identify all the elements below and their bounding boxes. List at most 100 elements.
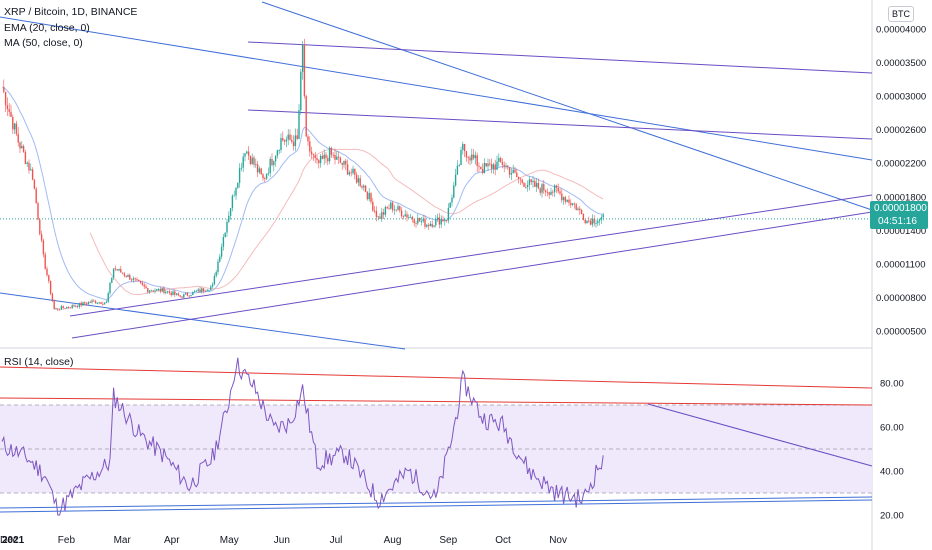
bar-countdown: 04:51:16 (878, 216, 917, 227)
candle-body (204, 291, 207, 292)
candle-body (573, 203, 576, 205)
candle-body (246, 151, 248, 154)
candle-body (598, 219, 601, 221)
rsi-resistance-red-2[interactable] (0, 397, 873, 406)
candle-body (141, 282, 144, 285)
candle-body (159, 288, 162, 292)
candle-body (442, 219, 444, 222)
candle-body (431, 223, 433, 227)
candle-body (316, 157, 318, 161)
trendline-support-1[interactable] (69, 194, 873, 317)
ma-50-line (89, 148, 604, 296)
candle-body (408, 217, 410, 218)
candle-body (24, 152, 27, 164)
candle-body (247, 151, 250, 156)
candle-body (512, 169, 514, 174)
candle-body (219, 256, 221, 262)
candle-body (69, 307, 72, 309)
time-tick-label: Mar (114, 535, 132, 546)
ma-legend[interactable]: MA (50, close, 0) (4, 37, 83, 49)
candle-body (103, 302, 106, 305)
candle-body (152, 290, 154, 292)
time-tick-label: Sep (439, 535, 457, 546)
candle-body (327, 158, 329, 162)
candle-body (519, 178, 522, 180)
candle-body (357, 178, 360, 183)
candle-body (465, 151, 468, 158)
candle-body (211, 284, 214, 287)
price-tick-label: 0.00003000 (876, 92, 926, 103)
candle-body (12, 116, 14, 130)
candle-body (208, 289, 210, 291)
candle-body (525, 186, 527, 188)
candle-body (60, 306, 63, 310)
trendline-mid-purple[interactable] (247, 109, 873, 140)
candle-body (283, 140, 286, 142)
candle-body (364, 185, 367, 193)
candle-body (30, 169, 32, 171)
rsi-legend[interactable]: RSI (14, close) (4, 356, 74, 368)
candle-body (395, 209, 397, 211)
candle-body (550, 191, 552, 195)
trendline-support-2[interactable] (71, 211, 873, 339)
candle-body (287, 134, 289, 140)
symbol-legend[interactable]: XRP / Bitcoin, 1D, BINANCE (4, 6, 138, 18)
candle-body (253, 157, 255, 165)
candle-body (120, 269, 122, 273)
candle-body (602, 214, 604, 218)
candle-body (438, 217, 441, 225)
candle-body (168, 291, 171, 293)
candle-body (78, 302, 81, 307)
trendline-lower-blue[interactable] (0, 292, 406, 350)
rsi-support-line-1[interactable] (0, 496, 873, 509)
candle-body (588, 220, 590, 222)
candle-body (35, 188, 37, 204)
price-tick-label: 0.00000800 (876, 293, 926, 304)
candle-body (420, 221, 423, 222)
candle-body (445, 219, 448, 221)
time-tick-label: May (220, 535, 239, 546)
candle-body (411, 216, 414, 220)
candle-body (319, 155, 322, 164)
candle-body (123, 273, 126, 276)
candle-body (543, 184, 545, 191)
price-tick-label: 0.00004000 (876, 25, 926, 36)
candle-body (379, 216, 381, 219)
candle-body (28, 162, 30, 171)
candle-body (150, 290, 153, 292)
candle-body (179, 295, 181, 297)
candle-body (539, 188, 541, 193)
candle-body (84, 302, 86, 304)
candle-body (256, 164, 259, 173)
candle-body (177, 293, 180, 296)
candle-body (388, 208, 390, 210)
candle-body (499, 158, 502, 162)
candle-body (156, 289, 158, 291)
candle-body (220, 246, 223, 257)
rsi-support-line-2[interactable] (0, 499, 873, 513)
candle-body (111, 277, 113, 283)
candle-body (312, 154, 315, 156)
rsi-resistance-red-1[interactable] (0, 366, 873, 389)
trendline-top-purple[interactable] (247, 41, 873, 74)
candle-body (139, 281, 142, 283)
currency-badge[interactable]: BTC (888, 6, 914, 22)
trendline-upper-blue[interactable] (0, 16, 873, 161)
candle-body (237, 182, 239, 189)
candle-body (433, 225, 435, 227)
candle-body (85, 303, 88, 305)
price-tick-label: 0.00000500 (876, 327, 926, 338)
rsi-downtrend-line[interactable] (647, 403, 873, 467)
ema-legend[interactable]: EMA (20, close, 0) (4, 22, 90, 34)
candle-body (154, 290, 156, 292)
candle-body (80, 302, 82, 306)
rsi-tick-label: 80.00 (880, 379, 904, 390)
candle-body (226, 221, 228, 233)
price-tick-label: 0.00002600 (876, 125, 926, 136)
candle-body (318, 160, 320, 164)
candle-body (100, 302, 102, 304)
trendline-channel-blue[interactable] (261, 1, 873, 211)
time-tick-label: Nov (549, 535, 567, 546)
candle-body (76, 306, 79, 307)
